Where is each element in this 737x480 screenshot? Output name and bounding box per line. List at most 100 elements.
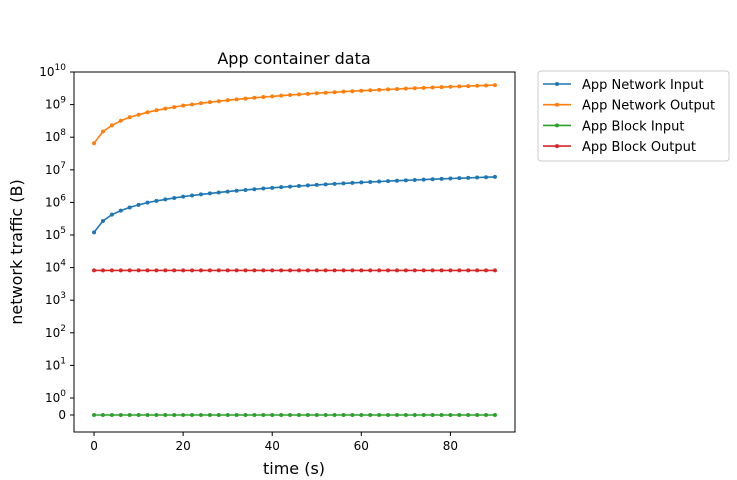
series-line-1	[93, 84, 496, 144]
data-point	[296, 413, 301, 417]
data-point	[100, 218, 105, 223]
data-point	[234, 413, 239, 417]
data-point	[190, 193, 195, 198]
data-point	[288, 184, 293, 189]
data-point	[109, 413, 114, 417]
data-point	[403, 413, 408, 417]
x-tick-label: 40	[265, 439, 280, 453]
data-point	[225, 98, 230, 103]
data-point	[403, 268, 408, 273]
data-point	[359, 88, 364, 93]
data-point	[145, 110, 150, 115]
data-point	[127, 115, 132, 120]
data-point	[394, 86, 399, 91]
data-point	[457, 176, 462, 181]
data-point	[492, 174, 497, 179]
data-point	[359, 180, 364, 185]
chart-title: App container data	[217, 49, 370, 68]
data-point	[207, 191, 212, 196]
data-point	[100, 129, 105, 134]
data-point	[475, 83, 480, 88]
data-point	[296, 183, 301, 188]
data-point	[368, 413, 373, 417]
data-point	[323, 413, 328, 417]
data-point	[136, 413, 141, 417]
data-point	[207, 268, 212, 273]
data-point	[118, 118, 123, 123]
data-point	[279, 93, 284, 98]
data-point	[288, 93, 293, 98]
data-point	[403, 86, 408, 91]
legend-label: App Block Input	[582, 119, 684, 134]
plot-area	[92, 83, 497, 417]
data-point	[341, 181, 346, 186]
data-point	[181, 268, 186, 273]
data-point	[332, 413, 337, 417]
y-tick-label: 102	[45, 324, 66, 340]
data-point	[92, 141, 97, 146]
data-point	[377, 413, 382, 417]
data-point	[109, 268, 114, 273]
data-point	[421, 85, 426, 90]
y-tick-label: 0	[58, 408, 66, 422]
data-point	[439, 85, 444, 90]
data-point	[118, 413, 123, 417]
legend-frame	[537, 70, 730, 162]
data-point	[127, 413, 132, 417]
data-point	[198, 268, 203, 273]
data-point	[377, 179, 382, 184]
data-point	[412, 413, 417, 417]
y-axis: 0 100 101 102 103 104 105 106 107 108 109 1010	[39, 63, 74, 422]
data-point	[154, 198, 159, 203]
data-point	[181, 413, 186, 417]
data-point	[350, 268, 355, 273]
data-point	[92, 268, 97, 273]
data-point	[439, 413, 444, 417]
data-point	[305, 413, 310, 417]
data-point	[172, 195, 177, 200]
data-point	[252, 95, 257, 100]
y-tick-label: 105	[45, 226, 66, 242]
legend-marker	[555, 144, 559, 149]
y-tick-label: 104	[45, 259, 66, 275]
data-point	[341, 413, 346, 417]
data-point	[394, 178, 399, 183]
data-point	[430, 177, 435, 182]
data-point	[448, 84, 453, 89]
data-point	[145, 200, 150, 205]
data-point	[466, 84, 471, 89]
data-point	[252, 268, 257, 273]
data-point	[261, 186, 266, 191]
y-axis-label: network traffic (B)	[7, 179, 26, 325]
data-point	[145, 413, 150, 417]
data-point	[492, 268, 497, 273]
data-point	[484, 413, 489, 417]
data-point	[466, 175, 471, 180]
data-point	[198, 101, 203, 106]
data-point	[296, 268, 301, 273]
data-point	[484, 83, 489, 88]
legend-label: App Network Output	[582, 99, 715, 114]
data-point	[243, 413, 248, 417]
data-point	[341, 268, 346, 273]
data-point	[430, 268, 435, 273]
x-tick-label: 80	[443, 439, 458, 453]
data-point	[457, 268, 462, 273]
data-point	[386, 87, 391, 92]
data-point	[421, 268, 426, 273]
data-point	[118, 268, 123, 273]
data-point	[377, 268, 382, 273]
data-point	[288, 413, 293, 417]
data-point	[163, 197, 168, 202]
data-point	[270, 268, 275, 273]
data-point	[270, 185, 275, 190]
data-point	[377, 87, 382, 92]
series-line-0	[93, 176, 496, 233]
data-point	[100, 413, 105, 417]
data-point	[305, 91, 310, 96]
data-point	[341, 89, 346, 94]
data-point	[163, 413, 168, 417]
data-point	[243, 268, 248, 273]
data-point	[475, 413, 480, 417]
